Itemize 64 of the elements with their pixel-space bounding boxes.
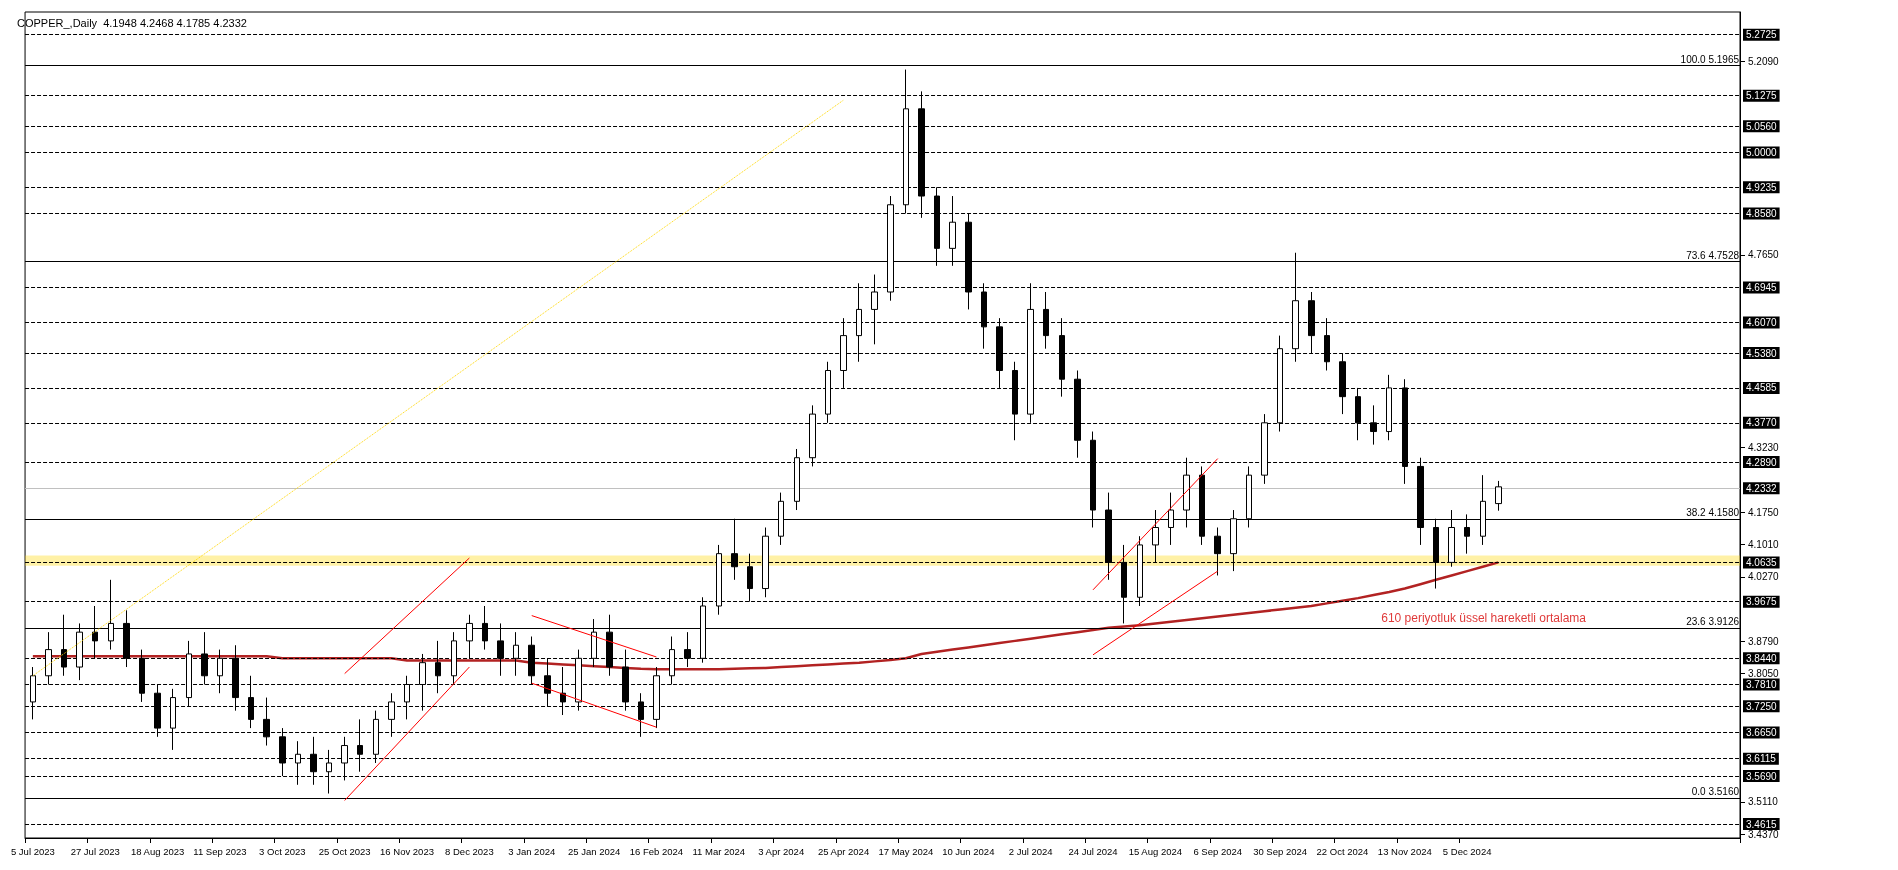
ref-line-label: 5.0560 (1746, 120, 1778, 132)
y-tick-label: 5.2090 (1748, 55, 1780, 67)
x-tick-label: 6 Sep 2024 (1193, 845, 1243, 857)
candlestick (1495, 480, 1502, 512)
ref-line-label: 4.8580 (1746, 207, 1778, 219)
ref-line-label: 23.6 3.9126 (1686, 616, 1740, 628)
y-tick-label: 3.8050 (1748, 668, 1780, 680)
annotation: 610 periyotluk üssel hareketli ortalama (1381, 611, 1587, 625)
ref-line-label: 4.2890 (1746, 456, 1778, 468)
x-tick-label: 22 Oct 2024 (1316, 845, 1369, 857)
x-tick-label: 10 Jun 2024 (942, 845, 995, 857)
ref-line-label: 3.6115 (1746, 753, 1777, 765)
ref-line-label: 4.5380 (1746, 347, 1778, 359)
x-tick-label: 17 May 2024 (878, 845, 934, 857)
x-tick-label: 24 Jul 2024 (1068, 845, 1118, 857)
x-tick-label: 15 Aug 2024 (1128, 845, 1183, 857)
x-tick-label: 27 Jul 2023 (70, 845, 120, 857)
ref-line-label: 5.0000 (1746, 146, 1778, 158)
ref-line-label: 4.3770 (1746, 417, 1778, 429)
y-tick-label: 4.1750 (1748, 506, 1780, 518)
y-tick-label: 4.0270 (1748, 571, 1780, 583)
chart-title: COPPER_,Daily 4.1948 4.2468 4.1785 4.2332 (17, 16, 247, 29)
x-tick-label: 5 Jul 2023 (10, 845, 55, 857)
ref-line-label: 3.9675 (1746, 596, 1778, 608)
ref-line-label: 3.8440 (1746, 652, 1778, 664)
x-tick-label: 16 Nov 2023 (380, 845, 434, 857)
x-tick-label: 30 Sep 2024 (1253, 845, 1308, 857)
x-tick-label: 11 Sep 2023 (193, 845, 247, 857)
x-tick-label: 25 Jan 2024 (567, 845, 621, 857)
x-tick-label: 5 Dec 2024 (1442, 845, 1492, 857)
x-tick-label: 13 Nov 2024 (1377, 845, 1432, 857)
ref-line-label: 4.0635 (1746, 556, 1778, 568)
x-tick-label: 3 Oct 2023 (259, 845, 306, 857)
y-tick-label: 4.1010 (1748, 539, 1780, 550)
x-tick-label: 2 Jul 2024 (1008, 845, 1053, 857)
x-tick-label: 3 Jan 2024 (508, 845, 556, 857)
ref-line-label: 3.7250 (1746, 700, 1778, 712)
ref-line-label: 100.0 5.1965 (1680, 53, 1740, 65)
ref-line-label: 4.9235 (1746, 181, 1778, 193)
ref-line-label: 3.5690 (1746, 770, 1778, 782)
ref-line-label: 0.0 3.5160 (1691, 786, 1740, 798)
ref-line-label: 3.6650 (1746, 726, 1778, 738)
y-tick-label: 4.7650 (1748, 249, 1780, 261)
ref-line-label: 3.7810 (1746, 678, 1778, 690)
x-tick-label: 25 Oct 2023 (318, 845, 371, 857)
y-tick-label: 4.3230 (1748, 442, 1780, 454)
y-tick-label: 3.8790 (1748, 635, 1780, 647)
x-tick-label: 16 Feb 2024 (629, 845, 684, 857)
x-tick-label: 18 Aug 2023 (130, 845, 185, 857)
ref-line-label: 3.4615 (1746, 818, 1778, 830)
ref-line-label: 38.2 4.1580 (1686, 507, 1740, 519)
ref-line-label: 5.2725 (1746, 29, 1778, 41)
ref-line-label: 4.2332 (1746, 482, 1778, 494)
ref-line-label: 73.6 4.7528 (1686, 249, 1740, 261)
ref-line-label: 4.4585 (1746, 382, 1778, 394)
ref-line-label: 4.6945 (1746, 282, 1778, 294)
x-tick-label: 25 Apr 2024 (817, 845, 870, 857)
x-tick-label: 8 Dec 2023 (445, 845, 494, 857)
ref-line-label: 5.1275 (1746, 90, 1778, 102)
x-tick-label: 11 Mar 2024 (692, 845, 746, 857)
y-tick-label: 3.5110 (1748, 796, 1779, 808)
y-tick-label: 3.4370 (1748, 828, 1780, 840)
ref-line-label: 4.6070 (1746, 317, 1778, 329)
x-tick-label: 3 Apr 2024 (758, 845, 805, 857)
